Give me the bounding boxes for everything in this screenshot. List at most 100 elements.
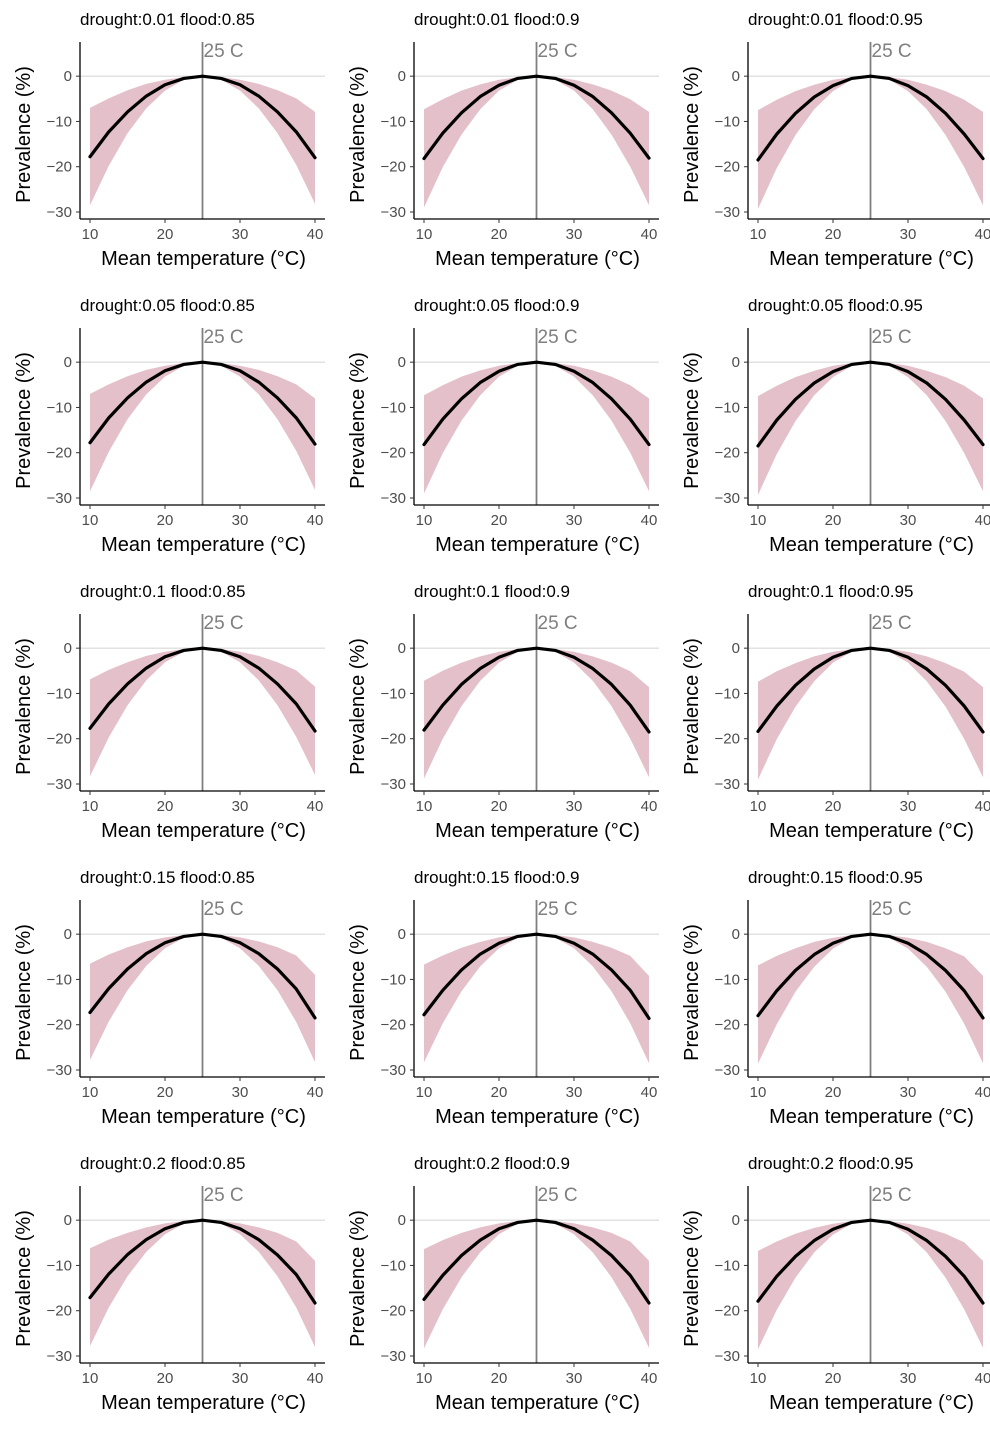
x-tick-label: 10 <box>750 798 767 815</box>
y-tick-label: −30 <box>47 490 72 507</box>
y-tick-label: 0 <box>398 68 406 85</box>
y-tick-label: −20 <box>381 445 406 462</box>
x-axis-label: Mean temperature (°C) <box>435 248 640 270</box>
series-line <box>756 1218 985 1305</box>
y-tick-label: −10 <box>715 1257 740 1274</box>
x-tick-label: 20 <box>491 512 508 529</box>
y-axis-label: Prevalence (%) <box>13 66 35 203</box>
chart-panel: drought:0.01 flood:0.95 25 C 0 −10 −20 −30 10 2… <box>668 0 990 286</box>
y-axis-label: Prevalence (%) <box>347 352 369 489</box>
reference-label: 25 C <box>538 613 578 634</box>
chart-panel: drought:0.2 flood:0.85 25 C 0 −10 −20 −30 10 20… <box>0 1144 330 1430</box>
x-tick-label: 40 <box>307 798 324 815</box>
x-tick-label: 30 <box>232 512 249 529</box>
y-tick-label: −30 <box>715 204 740 221</box>
y-tick-label: 0 <box>64 1212 72 1229</box>
series-line <box>756 646 985 734</box>
reference-label: 25 C <box>872 1185 912 1206</box>
series-line <box>756 360 985 448</box>
panel-title: drought:0.1 flood:0.85 <box>80 582 246 601</box>
y-tick-label: 0 <box>64 926 72 943</box>
x-tick-label: 10 <box>750 1084 767 1101</box>
confidence-band <box>758 648 983 780</box>
x-axis-label: Mean temperature (°C) <box>769 1392 974 1414</box>
reference-label: 25 C <box>538 1185 578 1206</box>
panel-title: drought:0.15 flood:0.9 <box>414 868 580 887</box>
chart-panel: drought:0.05 flood:0.95 25 C 0 −10 −20 −30 10 2… <box>668 286 990 572</box>
x-tick-label: 10 <box>416 226 433 243</box>
y-tick-label: −20 <box>47 445 72 462</box>
y-tick-label: 0 <box>64 354 72 371</box>
panel-title: drought:0.15 flood:0.95 <box>748 868 923 887</box>
series-line <box>422 646 651 734</box>
x-tick-label: 30 <box>566 1084 583 1101</box>
x-tick-label: 10 <box>750 512 767 529</box>
x-tick-label: 40 <box>975 512 990 529</box>
x-tick-label: 40 <box>975 1084 990 1101</box>
series-line <box>88 932 317 1020</box>
panel-title: drought:0.15 flood:0.85 <box>80 868 255 887</box>
y-tick-label: −30 <box>715 1062 740 1079</box>
series-line <box>756 74 985 162</box>
y-tick-label: −30 <box>47 776 72 793</box>
x-axis-label: Mean temperature (°C) <box>101 1392 306 1414</box>
confidence-band <box>424 76 649 208</box>
reference-label: 25 C <box>538 41 578 62</box>
reference-label: 25 C <box>204 1185 244 1206</box>
chart-panel: drought:0.01 flood:0.85 25 C 0 −10 −20 −30 10 2… <box>0 0 330 286</box>
panel-title: drought:0.01 flood:0.95 <box>748 10 923 29</box>
x-tick-label: 40 <box>307 226 324 243</box>
y-tick-label: 0 <box>732 640 740 657</box>
y-tick-label: −10 <box>381 971 406 988</box>
x-tick-label: 10 <box>82 1084 99 1101</box>
y-tick-label: −30 <box>381 776 406 793</box>
y-axis-label: Prevalence (%) <box>681 352 703 489</box>
y-tick-label: −20 <box>381 1303 406 1320</box>
x-tick-label: 20 <box>825 1370 842 1387</box>
x-tick-label: 10 <box>416 1370 433 1387</box>
y-tick-label: 0 <box>398 926 406 943</box>
x-tick-label: 40 <box>307 512 324 529</box>
x-tick-label: 30 <box>900 512 917 529</box>
y-tick-label: −20 <box>715 159 740 176</box>
chart-panel: drought:0.15 flood:0.95 25 C 0 −10 −20 −30 10 2… <box>668 858 990 1144</box>
chart-panel: drought:0.2 flood:0.95 25 C 0 −10 −20 −30 10 20… <box>668 1144 990 1430</box>
y-axis-label: Prevalence (%) <box>13 1210 35 1347</box>
x-tick-label: 30 <box>232 1084 249 1101</box>
y-tick-label: 0 <box>398 640 406 657</box>
x-axis-label: Mean temperature (°C) <box>769 534 974 556</box>
y-axis-label: Prevalence (%) <box>681 1210 703 1347</box>
y-tick-label: 0 <box>732 926 740 943</box>
y-axis-label: Prevalence (%) <box>347 1210 369 1347</box>
y-tick-label: −30 <box>47 204 72 221</box>
chart-panel: drought:0.15 flood:0.85 25 C 0 −10 −20 −30 10 2… <box>0 858 330 1144</box>
y-tick-label: −30 <box>715 490 740 507</box>
panel-title: drought:0.05 flood:0.85 <box>80 296 255 315</box>
x-axis-label: Mean temperature (°C) <box>101 534 306 556</box>
y-tick-label: 0 <box>398 1212 406 1229</box>
y-tick-label: −20 <box>715 1017 740 1034</box>
y-tick-label: −10 <box>47 113 72 130</box>
y-axis-label: Prevalence (%) <box>347 638 369 775</box>
x-tick-label: 40 <box>641 1370 658 1387</box>
y-axis-label: Prevalence (%) <box>347 924 369 1061</box>
x-tick-label: 10 <box>82 798 99 815</box>
reference-label: 25 C <box>872 613 912 634</box>
y-axis-label: Prevalence (%) <box>13 352 35 489</box>
series-line <box>88 74 317 160</box>
x-tick-label: 40 <box>975 1370 990 1387</box>
x-tick-label: 30 <box>566 226 583 243</box>
x-tick-label: 20 <box>491 226 508 243</box>
reference-label: 25 C <box>872 41 912 62</box>
panel-title: drought:0.2 flood:0.9 <box>414 1154 570 1173</box>
x-axis-label: Mean temperature (°C) <box>435 1392 640 1414</box>
x-tick-label: 30 <box>900 226 917 243</box>
x-tick-label: 20 <box>825 512 842 529</box>
confidence-band <box>90 1220 315 1347</box>
